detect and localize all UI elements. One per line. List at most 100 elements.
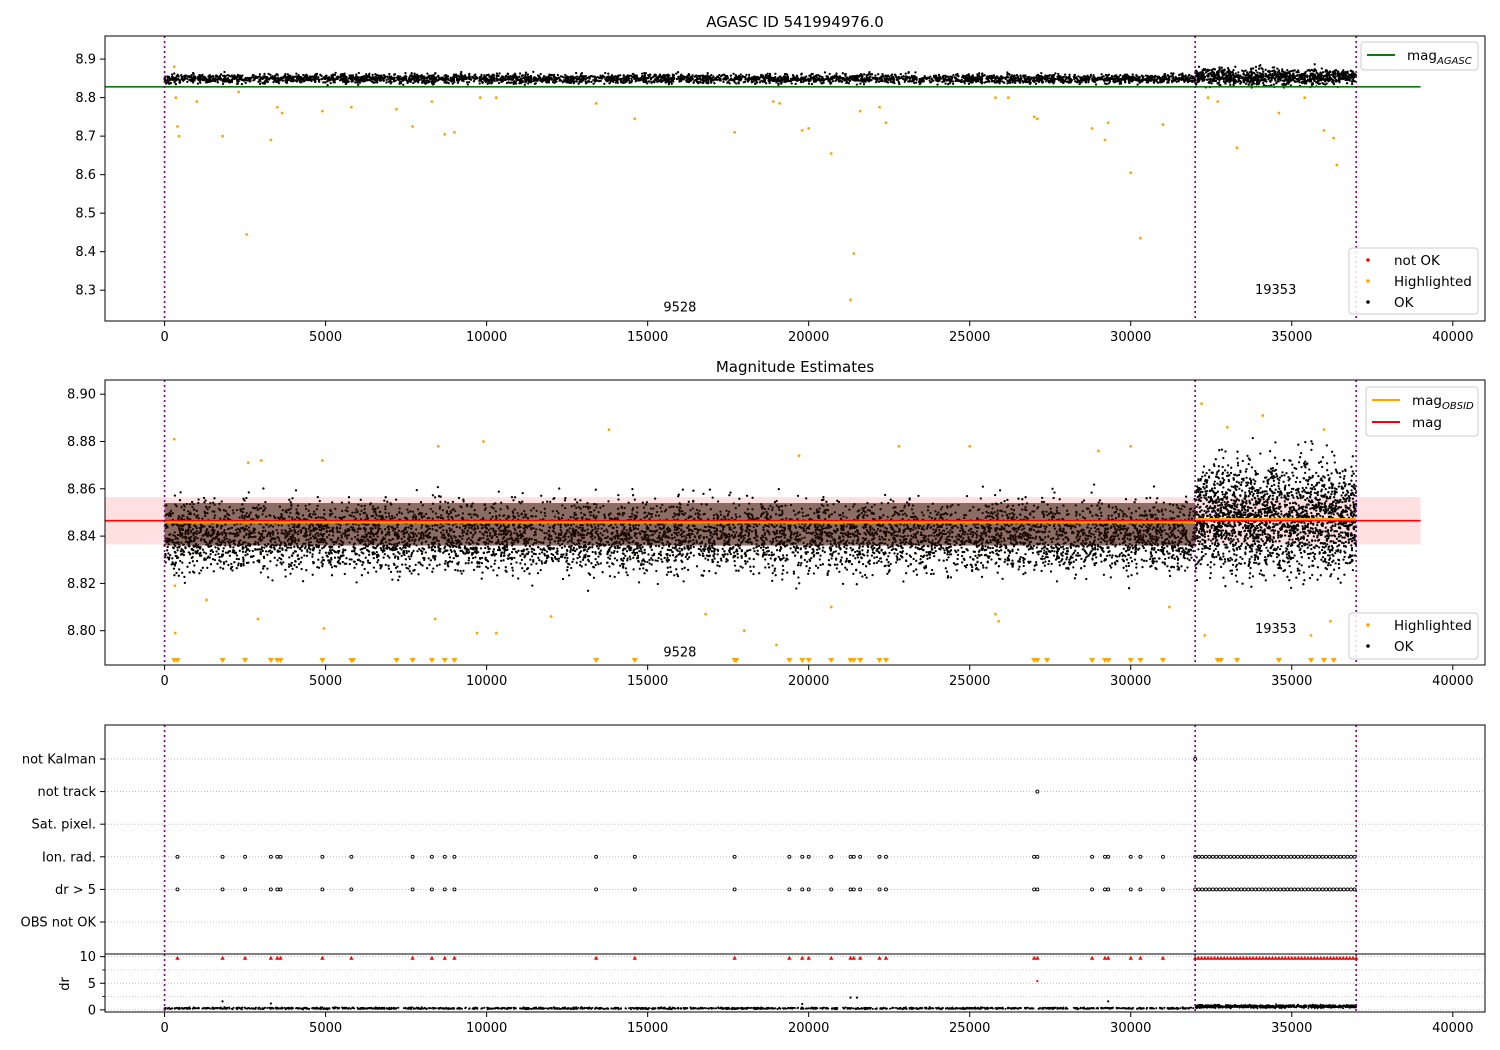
x-tick-label: 40000: [1432, 330, 1473, 345]
ok-point: [684, 555, 687, 559]
ok-point: [1093, 76, 1096, 79]
highlighted-point: [430, 100, 434, 103]
magnitude-panel-title: Magnitude Estimates: [716, 358, 874, 376]
ok-point: [469, 78, 473, 81]
ok-point: [1011, 75, 1014, 78]
ok-point: [460, 70, 463, 74]
ok-point: [1034, 82, 1038, 85]
ok-point: [619, 74, 622, 77]
ok-point: [431, 82, 434, 85]
x-tick-label: 0: [160, 330, 168, 345]
ok-point: [1341, 73, 1344, 76]
ok-point: [282, 76, 285, 80]
ok-point: [1084, 81, 1087, 84]
ok-point: [1308, 69, 1312, 72]
ok-point: [1342, 69, 1345, 72]
ok-point: [724, 78, 727, 81]
ok-point: [733, 564, 737, 567]
ok-point: [1146, 74, 1149, 78]
ok-point: [547, 78, 550, 81]
ok-point: [834, 75, 837, 79]
ok-point: [951, 82, 955, 86]
ok-point: [1224, 81, 1227, 84]
ok-point: [760, 73, 763, 77]
ok-point: [1185, 78, 1188, 81]
ok-point: [744, 76, 747, 79]
ok-point: [341, 73, 344, 76]
ok-point: [1067, 76, 1070, 79]
ok-point: [320, 78, 323, 81]
ok-point: [598, 79, 601, 83]
ok-point: [724, 76, 727, 79]
ok-point: [381, 77, 385, 80]
ok-point: [252, 74, 255, 77]
ok-point: [837, 80, 841, 83]
ok-point: [881, 72, 884, 76]
ok-point: [1275, 82, 1278, 85]
ok-point: [555, 76, 558, 80]
ok-point: [1237, 78, 1240, 82]
ok-point: [983, 74, 986, 77]
ok-point: [647, 80, 651, 83]
ok-point: [686, 80, 689, 84]
ok-point: [1136, 83, 1139, 86]
ok-point: [425, 77, 429, 80]
ok-point: [413, 80, 416, 83]
ok-point: [838, 75, 841, 79]
ok-point: [971, 74, 974, 77]
highlighted-point: [1129, 171, 1133, 175]
ok-point: [376, 81, 379, 84]
ok-point: [825, 77, 829, 81]
ok-point: [967, 82, 971, 85]
ok-point: [676, 71, 680, 74]
ok-point: [600, 76, 603, 79]
ok-point: [556, 547, 559, 550]
highlighted-point: [1103, 138, 1107, 142]
ok-point: [1031, 551, 1035, 555]
ok-point: [722, 80, 725, 84]
ok-point: [1155, 78, 1158, 81]
ok-point: [1187, 79, 1190, 82]
ok-point: [591, 75, 594, 78]
ok-point: [374, 78, 377, 81]
ok-point: [1293, 79, 1296, 83]
ok-point: [236, 80, 239, 83]
ok-point: [1279, 76, 1282, 79]
ok-point: [807, 82, 811, 85]
ok-point: [727, 80, 730, 83]
ok-point: [440, 76, 444, 79]
highlighted-point: [221, 134, 224, 138]
ok-point: [893, 73, 897, 76]
ok-point: [206, 80, 209, 83]
ok-point: [1163, 73, 1166, 76]
highlighted-point: [177, 134, 181, 138]
ok-point: [1103, 79, 1106, 83]
ok-point: [1252, 79, 1255, 82]
ok-point: [1264, 72, 1267, 76]
ok-point: [497, 81, 501, 85]
ok-point: [900, 76, 903, 80]
ok-point: [1089, 73, 1093, 77]
ok-point: [1122, 74, 1125, 78]
ok-point: [606, 75, 609, 79]
ok-point: [593, 80, 597, 83]
ok-point: [365, 73, 368, 76]
highlighted-point: [478, 96, 482, 100]
ok-point: [672, 76, 675, 80]
ok-point: [1206, 75, 1210, 78]
ok-point: [750, 80, 753, 84]
ok-point: [1308, 80, 1312, 83]
ok-point: [1119, 78, 1123, 81]
ok-point: [1247, 77, 1251, 80]
ok-point: [631, 75, 634, 79]
ok-point: [670, 79, 674, 82]
highlighted-point: [1139, 236, 1142, 240]
ok-point: [654, 74, 657, 78]
ok-point: [694, 78, 697, 82]
ok-point: [946, 75, 949, 78]
ok-point: [444, 79, 447, 82]
ok-point: [1037, 553, 1040, 556]
ok-point: [445, 75, 448, 78]
ok-point: [505, 81, 509, 85]
ok-point: [1281, 83, 1285, 86]
